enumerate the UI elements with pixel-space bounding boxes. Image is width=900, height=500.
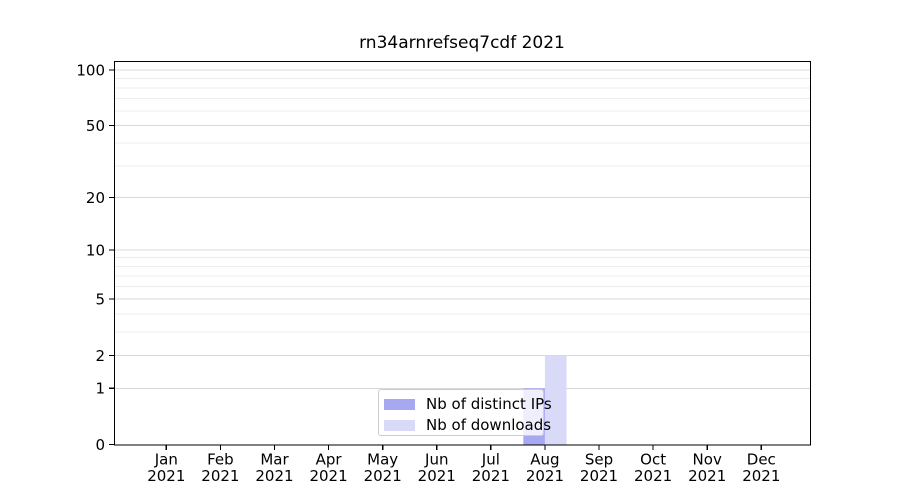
x-tick-label: 2021 [742,467,780,485]
x-tick-label: 2021 [201,467,239,485]
x-tick-label: Apr [316,451,343,469]
x-tick-label: 2021 [255,467,293,485]
y-tick-label: 2 [95,347,105,365]
x-tick-label: 2021 [472,467,510,485]
x-tick-label: Jun [424,451,448,469]
legend-swatch-distinct-ips [384,398,415,410]
y-tick-label: 0 [95,436,105,454]
x-tick-label: Jul [481,451,500,469]
y-tick-label: 50 [86,117,105,135]
y-tick-label: 100 [76,62,105,80]
x-tick-label: Feb [207,451,234,469]
x-tick-label: Jan [154,451,178,469]
x-tick-label: 2021 [418,467,456,485]
x-tick-label: Oct [640,451,666,469]
y-tick-label: 1 [95,380,105,398]
x-tick-label: 2021 [364,467,402,485]
legend-swatch-downloads [384,419,415,431]
x-tick-label: Sep [585,451,613,469]
x-tick-label: Mar [260,451,289,469]
legend-item: Nb of distinct IPs [384,395,552,413]
x-tick-label: 2021 [147,467,185,485]
bar [544,355,567,445]
legend: Nb of distinct IPs Nb of downloads [378,389,552,436]
x-tick-label: 2021 [688,467,726,485]
legend-label-distinct-ips: Nb of distinct IPs [426,395,552,413]
legend-label-downloads: Nb of downloads [426,416,552,434]
legend-item: Nb of downloads [384,416,551,434]
x-tick-label: Nov [693,451,722,469]
x-tick-label: Aug [530,451,559,469]
x-tick-label: 2021 [526,467,564,485]
x-tick-label: 2021 [580,467,618,485]
axes-frame [114,61,811,446]
x-tick-label: 2021 [309,467,347,485]
y-tick-label: 5 [95,291,105,309]
x-tick-label: May [367,451,398,469]
x-tick-label: Dec [747,451,776,469]
x-tick-label: 2021 [634,467,672,485]
y-tick-label: 20 [86,189,105,207]
chart-title: rn34arnrefseq7cdf 2021 [359,33,565,53]
y-tick-label: 10 [86,241,105,259]
